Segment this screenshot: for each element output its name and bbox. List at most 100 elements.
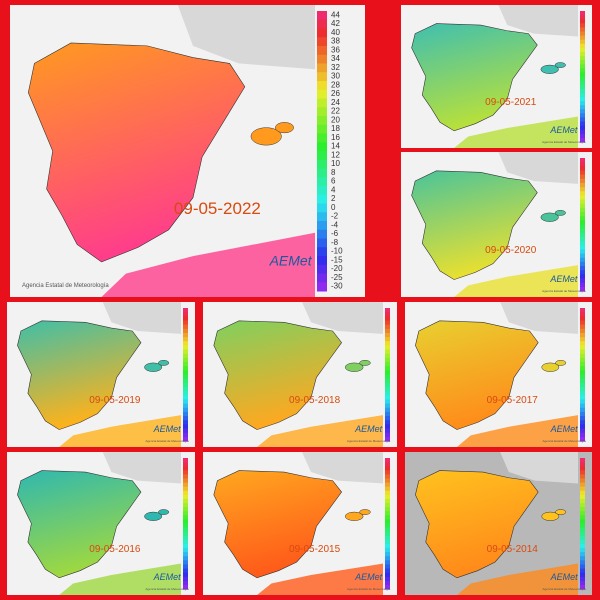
iberia [213,470,342,579]
island [555,509,567,515]
france [302,302,383,334]
island [554,210,566,216]
color-cell [317,273,327,283]
color-cell [580,466,585,471]
color-cell [385,370,390,375]
color-cell [183,490,188,496]
color-cell [580,362,585,367]
color-cell [580,43,585,49]
color-cell [580,84,585,90]
color-cell [580,117,585,123]
scale-label: 30 [331,72,340,81]
color-cell [183,324,188,330]
color-cell [580,458,585,463]
scale-label: 32 [331,63,340,72]
color-cell [183,399,188,405]
color-cell [183,527,188,533]
color-cell [580,349,585,355]
color-cell [183,366,188,371]
color-cell [580,332,585,338]
color-cell [183,503,188,508]
color-cell [317,256,327,266]
color-cell [183,341,188,346]
color-cell [580,207,585,213]
island [554,62,566,68]
color-cell [317,264,327,274]
color-cell [580,420,585,425]
color-cell [580,27,585,32]
color-cell [183,519,188,524]
color-cell [385,341,390,346]
color-cell [580,174,585,180]
agency: Agencia Estatal de Meteorología [542,140,586,144]
scale-label: 34 [331,54,340,63]
color-cell [580,39,585,45]
date: 09-05-2019 [89,395,141,406]
scale-label: -6 [331,229,339,238]
color-cell [385,470,390,475]
color-cell [183,584,188,590]
color-cell [183,535,188,541]
color-cell [580,76,585,82]
color-cell [183,374,188,380]
color-cell [183,403,188,409]
color-cell [385,312,390,317]
color-cell [183,357,188,363]
color-cell [317,151,327,161]
logo: AEMet [153,572,182,582]
color-cell [317,28,327,38]
iberia [415,320,539,430]
color-cell [183,436,188,442]
color-cell [385,478,390,484]
color-cell [580,72,585,77]
color-cell [385,511,390,516]
color-cell [385,568,390,574]
color-cell [580,374,585,380]
color-cell [580,220,585,225]
color-cell [385,353,390,359]
color-cell [385,498,390,504]
color-cell [183,576,188,582]
color-cell [580,64,585,69]
color-cell [580,137,585,143]
color-cell [580,353,585,359]
island [359,509,371,515]
color-cell [580,23,585,28]
color-cell [580,203,585,209]
africa [456,415,578,447]
color-cell [317,72,327,82]
color-cell [317,221,327,231]
color-cell [385,399,390,405]
color-cell [580,312,585,317]
color-cell [580,308,585,313]
map-panel: 09-05-2021 AEMet Agencia Estatal de Meteor… [401,5,592,148]
color-cell [183,539,188,545]
color-cell [580,345,585,351]
scale-label: 0 [331,203,336,212]
color-cell [183,523,188,529]
island [275,122,294,134]
color-cell [385,490,390,496]
color-cell [385,374,390,380]
color-cell [317,186,327,196]
color-cell [385,424,390,430]
color-cell [580,511,585,516]
color-cell [385,531,390,537]
color-cell [580,416,585,421]
color-cell [580,552,585,557]
color-cell [183,466,188,471]
scale-label: 44 [331,10,340,19]
color-cell [183,482,188,488]
logo: AEMet [549,274,578,284]
map-panel: 09-05-2020 AEMet Agencia Estatal de Meteor… [401,152,592,297]
color-cell [580,15,585,20]
color-cell [317,81,327,91]
color-cell [183,353,188,359]
color-cell [317,46,327,56]
africa [454,265,578,297]
color-cell [580,249,585,255]
color-cell [385,572,390,578]
color-cell [385,519,390,524]
scale-label: 38 [331,37,340,46]
color-cell [317,229,327,239]
